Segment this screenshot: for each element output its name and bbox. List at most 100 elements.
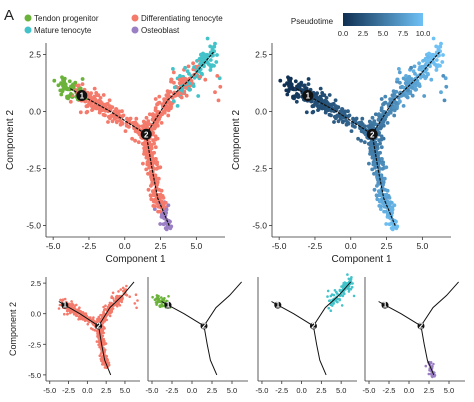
x-tick-label: 2.5 — [381, 241, 393, 251]
cell-point — [106, 114, 111, 119]
colorbar-bar — [343, 13, 423, 26]
trajectory — [161, 281, 242, 376]
cell-point — [428, 64, 432, 69]
cell-point — [329, 113, 333, 118]
cell-point — [125, 293, 129, 297]
trajectory-line — [312, 281, 352, 327]
cell-point — [431, 36, 436, 41]
cell-point — [395, 77, 400, 82]
cell-point — [75, 303, 78, 307]
trajectory-line — [312, 325, 327, 376]
cell-point — [422, 94, 427, 98]
branch-point-label: 2 — [202, 321, 207, 330]
y-tick-label: -2.5 — [28, 340, 41, 349]
cell-point — [134, 116, 139, 121]
cell-point — [372, 187, 377, 192]
cell-point — [213, 90, 217, 95]
cell-point — [191, 61, 196, 66]
cell-point — [293, 79, 298, 84]
trajectory-line — [145, 51, 214, 135]
cell-point — [71, 310, 74, 314]
cell-point — [409, 65, 413, 70]
cell-point — [158, 222, 163, 226]
cell-point — [156, 298, 159, 302]
cell-point — [367, 161, 371, 166]
x-tick-label: 0.0 — [404, 386, 414, 395]
cell-point — [123, 129, 128, 134]
panel-state: -5.0 -2.5 0.0 2.5 5.0 2.5 0.0 -2.5 -5.0 Component… — [5, 36, 225, 265]
x-tick-label: 0.0 — [296, 386, 306, 395]
y-tick-label: -5.0 — [26, 221, 41, 231]
cell-point — [363, 132, 368, 137]
cell-point — [67, 79, 72, 84]
branch-point-marker — [366, 128, 378, 140]
cell-point — [111, 291, 115, 295]
cell-point — [375, 184, 379, 188]
cell-point — [74, 311, 77, 315]
cell-point — [429, 372, 433, 376]
cell-point — [95, 99, 100, 104]
cell-point — [349, 129, 354, 134]
cell-point — [118, 299, 121, 303]
cell-point — [133, 121, 138, 126]
colorbar-tick-label: 0.0 — [338, 29, 348, 38]
branch-point-marker — [76, 89, 88, 101]
cell-point — [185, 69, 190, 74]
x-tick-label: 5.0 — [227, 386, 237, 395]
cell-point — [187, 76, 192, 81]
axes — [364, 277, 465, 384]
cell-point — [434, 68, 439, 72]
cell-point — [103, 348, 107, 352]
cell-point — [302, 83, 307, 88]
cell-point — [58, 303, 62, 307]
cell-point — [163, 210, 168, 214]
cell-point — [158, 165, 163, 170]
cell-point — [153, 125, 158, 130]
cell-point — [332, 114, 337, 119]
cell-point — [306, 82, 311, 86]
cell-point — [137, 132, 142, 137]
trajectory-line — [145, 134, 170, 226]
cell-point — [62, 78, 66, 83]
cell-point — [114, 120, 119, 125]
cell-point — [342, 112, 347, 117]
cell-point — [215, 74, 220, 78]
cell-point — [103, 308, 107, 311]
cell-point — [79, 317, 83, 321]
cell-point — [56, 83, 61, 88]
cell-point — [146, 187, 151, 192]
cell-point — [336, 297, 339, 301]
cell-point — [383, 94, 388, 99]
cell-point — [71, 82, 75, 87]
cell-point — [104, 304, 107, 308]
cell-point — [71, 85, 76, 90]
cell-point — [389, 108, 393, 113]
legend-label: Osteoblast — [141, 26, 180, 35]
cell-point — [405, 88, 410, 93]
cell-point — [59, 81, 63, 86]
cell-point — [347, 284, 351, 288]
cell-point — [125, 284, 128, 288]
x-tick-label: -2.5 — [308, 241, 323, 251]
panel-facet-osteoblast: -5.0 -2.5 0.0 2.5 5.0 1 2 — [363, 277, 465, 395]
cell-point — [159, 188, 164, 193]
cell-point — [329, 303, 333, 307]
x-tick-label: 5.0 — [120, 386, 130, 395]
cell-point — [120, 300, 123, 304]
cell-point — [326, 289, 330, 293]
cell-point — [172, 85, 177, 90]
cell-point — [169, 104, 174, 109]
cell-point — [380, 157, 384, 161]
cell-point — [136, 140, 141, 145]
cell-point — [442, 98, 447, 103]
cell-point — [108, 314, 112, 318]
cell-point — [311, 104, 316, 108]
cell-point — [373, 112, 378, 117]
cell-point — [392, 108, 397, 113]
trajectory — [378, 281, 459, 376]
cell-point — [73, 305, 76, 308]
cell-point — [119, 288, 123, 291]
cell-point — [377, 204, 382, 208]
cell-point — [390, 97, 394, 102]
cell-point — [85, 314, 88, 318]
